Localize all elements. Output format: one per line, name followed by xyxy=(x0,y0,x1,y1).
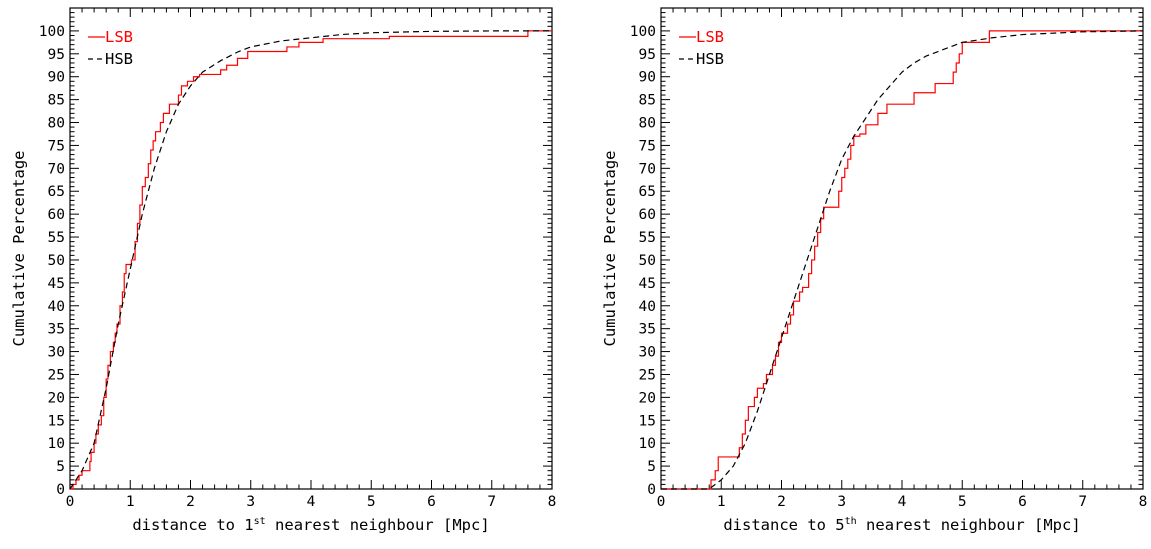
y-tick-label: 40 xyxy=(639,299,656,315)
legend-label-hsb: HSB xyxy=(696,50,724,68)
y-tick-label: 85 xyxy=(48,93,65,109)
y-tick-label: 35 xyxy=(48,322,65,338)
y-tick-label: 45 xyxy=(639,276,656,292)
x-tick-label: 2 xyxy=(186,494,195,510)
legend-label-hsb: HSB xyxy=(105,50,133,68)
legend: LSB HSB xyxy=(679,28,724,68)
y-tick-label: 10 xyxy=(639,436,656,452)
x-tick-label: 2 xyxy=(777,494,786,510)
y-tick-label: 5 xyxy=(56,459,65,475)
y-tick-label: 90 xyxy=(48,70,65,86)
y-tick-label: 75 xyxy=(639,138,656,154)
y-tick-label: 95 xyxy=(639,47,656,63)
y-tick-label: 20 xyxy=(639,390,656,406)
y-tick-label: 5 xyxy=(647,459,656,475)
legend: LSB HSB xyxy=(88,28,133,68)
x-tick-label: 3 xyxy=(837,494,846,510)
y-tick-label: 30 xyxy=(48,345,65,361)
y-tick-label: 45 xyxy=(48,276,65,292)
x-tick-label: 3 xyxy=(246,494,255,510)
x-tick-label: 5 xyxy=(958,494,967,510)
y-tick-label: 90 xyxy=(639,70,656,86)
plot-frame xyxy=(660,7,1144,490)
series-line-lsb xyxy=(661,30,1143,490)
x-axis-label: distance to 5th nearest neighbour [Mpc] xyxy=(723,516,1080,534)
legend-label-lsb: LSB xyxy=(696,28,724,46)
x-tick-label: 7 xyxy=(1078,494,1087,510)
y-axis-label: Cumulative Percentage xyxy=(10,151,28,347)
x-axis-ticks: 0 1 2 3 4 5 6 7 8 xyxy=(657,8,1148,510)
y-tick-label: 0 xyxy=(56,482,65,498)
y-tick-label: 25 xyxy=(639,367,656,383)
y-tick-label: 80 xyxy=(48,116,65,132)
y-tick-label: 25 xyxy=(48,367,65,383)
x-tick-label: 1 xyxy=(717,494,726,510)
y-tick-label: 40 xyxy=(48,299,65,315)
x-tick-label: 1 xyxy=(126,494,135,510)
series-line-hsb xyxy=(661,30,1144,490)
y-tick-label: 55 xyxy=(48,230,65,246)
series-line-hsb xyxy=(69,30,552,490)
x-tick-label: 4 xyxy=(307,494,316,510)
y-tick-label: 10 xyxy=(48,436,65,452)
y-tick-label: 95 xyxy=(48,47,65,63)
y-axis-ticks: 0 5 10 15 20 25 30 35 40 45 50 55 60 65 70 75 80 85 90 95 10… xyxy=(630,7,1143,498)
y-tick-label: 0 xyxy=(647,482,656,498)
x-axis-label: distance to 1st nearest neighbour [Mpc] xyxy=(132,516,489,534)
y-axis-label: Cumulative Percentage xyxy=(601,151,619,347)
y-tick-label: 60 xyxy=(639,207,656,223)
y-tick-label: 60 xyxy=(48,207,65,223)
y-tick-label: 15 xyxy=(639,413,656,429)
x-tick-label: 5 xyxy=(367,494,376,510)
y-axis-ticks: 0 5 10 15 20 25 30 35 40 45 50 55 60 65 70 75 80 85 90 95 10… xyxy=(39,7,552,498)
y-tick-label: 20 xyxy=(48,390,65,406)
x-tick-label: 6 xyxy=(1018,494,1027,510)
x-tick-label: 8 xyxy=(548,494,557,510)
x-axis-ticks: 0 1 2 3 4 5 6 7 8 xyxy=(66,8,557,510)
y-tick-label: 50 xyxy=(48,253,65,269)
y-tick-label: 30 xyxy=(639,345,656,361)
y-tick-label: 100 xyxy=(630,24,656,40)
x-tick-label: 6 xyxy=(427,494,436,510)
y-tick-label: 70 xyxy=(48,161,65,177)
chart-panel-1: 0 1 2 3 4 5 6 7 80510152025303540455055606570758… xyxy=(10,7,557,534)
x-tick-label: 7 xyxy=(487,494,496,510)
chart-panel-2: 0 1 2 3 4 5 6 7 80510152025303540455055606570758… xyxy=(601,7,1148,534)
plot-frame xyxy=(69,7,553,490)
y-tick-label: 50 xyxy=(639,253,656,269)
y-tick-label: 55 xyxy=(639,230,656,246)
y-tick-label: 70 xyxy=(639,161,656,177)
y-tick-label: 100 xyxy=(39,24,65,40)
x-tick-label: 4 xyxy=(898,494,907,510)
legend-label-lsb: LSB xyxy=(105,28,133,46)
x-tick-label: 0 xyxy=(66,494,75,510)
y-tick-label: 35 xyxy=(639,322,656,338)
y-tick-label: 15 xyxy=(48,413,65,429)
y-tick-label: 75 xyxy=(48,138,65,154)
y-tick-label: 65 xyxy=(639,184,656,200)
x-tick-label: 0 xyxy=(657,494,666,510)
y-tick-label: 80 xyxy=(639,116,656,132)
y-tick-label: 65 xyxy=(48,184,65,200)
x-tick-label: 8 xyxy=(1139,494,1148,510)
series-line-lsb xyxy=(70,30,552,490)
y-tick-label: 85 xyxy=(639,93,656,109)
